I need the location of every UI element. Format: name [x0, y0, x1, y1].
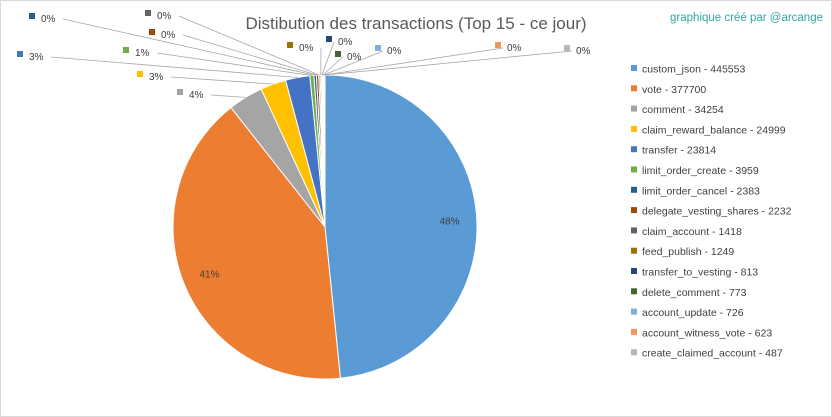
chart-title: Distibution des transactions (Top 15 - c…: [245, 14, 586, 33]
slice-percent-label-4: 3%: [29, 52, 44, 63]
legend-entry-10: transfer_to_vesting - 813: [642, 267, 758, 279]
pie-slice-1: [172, 106, 342, 380]
legend-entry-8: claim_account - 1418: [642, 226, 742, 238]
label-swatch-6: [29, 13, 35, 19]
legend-entry-5: limit_order_create - 3959: [642, 165, 759, 177]
legend-swatch-14: [631, 349, 637, 356]
label-swatch-14: [564, 45, 570, 51]
label-swatch-7: [149, 29, 155, 35]
legend-entry-1: vote - 377700: [642, 84, 706, 96]
leader-line-4: [50, 56, 298, 78]
label-swatch-2: [177, 89, 183, 95]
leader-line-7: [182, 34, 318, 76]
leader-line-8: [178, 15, 320, 76]
legend-swatch-8: [631, 227, 637, 234]
label-swatch-12: [375, 45, 381, 51]
slice-percent-label-0: 48%: [439, 217, 459, 228]
legend-entry-7: delegate_vesting_shares - 2232: [642, 206, 792, 218]
label-swatch-4: [17, 51, 23, 57]
legend-entry-9: feed_publish - 1249: [642, 246, 734, 258]
legend-swatch-10: [631, 268, 637, 274]
pie-slice-0: [324, 74, 478, 379]
leader-line-5: [156, 52, 312, 76]
label-swatch-3: [137, 71, 143, 77]
slice-percent-label-9: 0%: [299, 43, 314, 54]
slice-percent-label-2: 4%: [189, 90, 204, 101]
leader-line-12: [323, 50, 384, 76]
legend-entry-2: comment - 34254: [642, 104, 724, 116]
legend-swatch-5: [631, 166, 637, 173]
label-swatch-9: [287, 42, 293, 48]
legend-swatch-2: [631, 105, 637, 112]
slice-percent-label-7: 0%: [161, 30, 176, 41]
slice-percent-label-11: 0%: [347, 52, 362, 63]
leader-line-14: [324, 50, 573, 76]
slice-percent-label-13: 0%: [507, 43, 522, 54]
slice-percent-label-14: 0%: [576, 46, 591, 57]
legend-swatch-3: [631, 125, 637, 132]
pie-slice-14: [323, 74, 326, 228]
label-swatch-8: [145, 10, 151, 16]
legend-swatch-1: [631, 85, 637, 92]
legend-swatch-9: [631, 247, 637, 254]
label-swatch-11: [335, 51, 341, 57]
legend-swatch-13: [631, 328, 637, 335]
legend-entry-12: account_update - 726: [642, 307, 744, 319]
legend-swatch-7: [631, 207, 637, 214]
legend-swatch-11: [631, 288, 637, 295]
slice-percent-label-10: 0%: [338, 37, 353, 48]
legend-entry-0: custom_json - 445553: [642, 64, 745, 76]
leader-line-6: [62, 18, 316, 76]
leader-line-13: [324, 47, 504, 76]
slice-percent-label-12: 0%: [387, 46, 402, 57]
slice-percent-label-5: 1%: [135, 48, 150, 59]
slice-percent-label-6: 0%: [41, 14, 56, 25]
label-swatch-5: [123, 47, 129, 53]
legend-entry-6: limit_order_cancel - 2383: [642, 185, 760, 197]
label-swatch-10: [326, 36, 332, 42]
slice-percent-label-8: 0%: [157, 11, 172, 22]
pie-data-labels: 48% 41% 4% 3% 3% 1% 0% 0% 0% 0% 0% 0% 0% 0% 0%: [17, 10, 591, 281]
pie-slices: [172, 74, 478, 380]
legend-entry-14: create_claimed_account - 487: [642, 348, 783, 360]
legend-entry-11: delete_comment - 773: [642, 287, 747, 299]
slice-percent-label-1: 41%: [199, 270, 219, 281]
legend-swatch-12: [631, 308, 637, 315]
leader-line-11: [322, 56, 344, 76]
legend-swatch-0: [631, 65, 637, 71]
legend-swatch-4: [631, 146, 637, 153]
leader-line-3: [170, 76, 274, 85]
leader-line-2: [210, 94, 246, 98]
legend-entry-13: account_witness_vote - 623: [642, 327, 772, 339]
legend-entry-4: transfer - 23814: [642, 145, 716, 157]
legend-swatch-6: [631, 186, 637, 193]
leader-line-10: [321, 41, 335, 76]
label-swatch-13: [495, 42, 501, 48]
slice-percent-label-3: 3%: [149, 72, 164, 83]
chart-legend: custom_json - 445553 vote - 377700 comment…: [631, 64, 792, 360]
legend-entry-3: claim_reward_balance - 24999: [642, 124, 786, 136]
chart-credit: graphique créé par @arcange: [670, 12, 823, 24]
